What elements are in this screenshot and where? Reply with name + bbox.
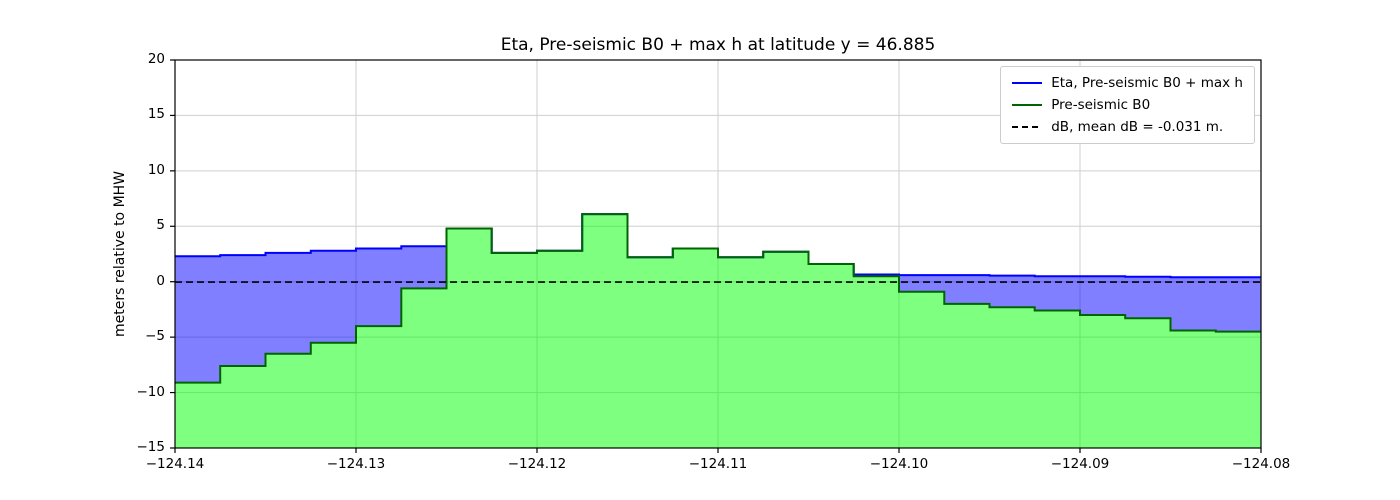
- y-axis-label: meters relative to MHW: [112, 170, 128, 338]
- legend-line-eta-icon: [1012, 81, 1043, 85]
- legend-label-db: dB, mean dB = -0.031 m.: [1051, 119, 1224, 135]
- y-tick-label: −10: [136, 383, 166, 400]
- x-tick-label: −124.10: [869, 456, 929, 472]
- y-tick-label: 5: [156, 217, 165, 234]
- y-tick-label: 15: [147, 106, 165, 123]
- x-tick-label: −124.08: [1231, 456, 1291, 472]
- x-tick-label: −124.12: [507, 456, 567, 472]
- legend-label-b0: Pre-seismic B0: [1051, 97, 1151, 113]
- legend-item-db: dB, mean dB = -0.031 m.: [1012, 119, 1243, 135]
- y-tick-label: 20: [147, 51, 165, 67]
- legend-item-eta: Eta, Pre-seismic B0 + max h: [1012, 75, 1243, 91]
- legend: Eta, Pre-seismic B0 + max h Pre-seismic …: [1000, 66, 1255, 144]
- y-tick-label: 10: [147, 161, 165, 178]
- legend-line-db-icon: [1012, 125, 1043, 129]
- x-tick-label: −124.09: [1050, 456, 1110, 472]
- x-tick-label: −124.13: [326, 456, 386, 472]
- legend-label-eta: Eta, Pre-seismic B0 + max h: [1051, 75, 1243, 91]
- legend-item-b0: Pre-seismic B0: [1012, 97, 1243, 113]
- y-tick-label: −5: [145, 328, 165, 345]
- chart-title: Eta, Pre-seismic B0 + max h at latitude …: [500, 35, 936, 55]
- x-tick-label: −124.11: [688, 456, 748, 472]
- b0-line: [175, 213, 1261, 384]
- legend-line-b0-icon: [1012, 103, 1043, 107]
- x-tick-label: −124.14: [145, 456, 205, 472]
- y-tick-label: −15: [136, 439, 166, 455]
- y-tick-label: 0: [156, 272, 165, 289]
